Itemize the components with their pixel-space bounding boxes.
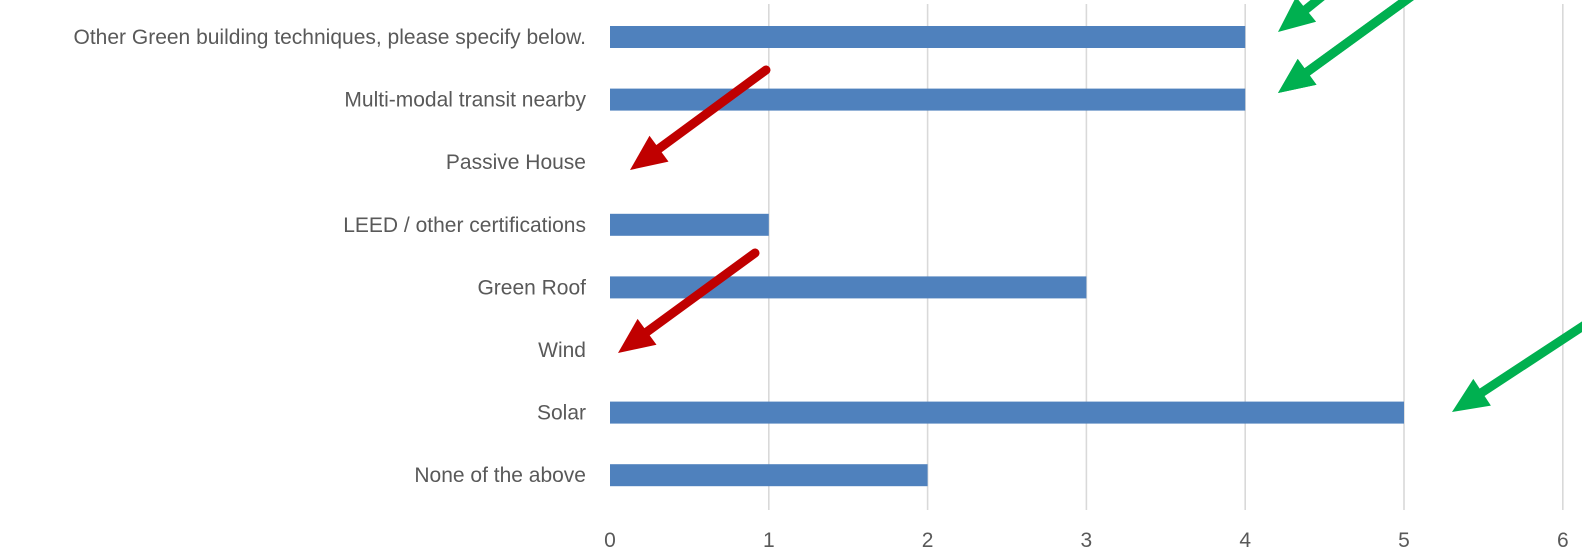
category-label: Passive House (446, 151, 586, 174)
red-arrow-passive-house-icon (630, 65, 771, 170)
arrow-shaft (651, 65, 771, 156)
x-tick-label: 1 (763, 529, 775, 552)
category-label: Wind (538, 339, 586, 362)
category-label: LEED / other certifications (343, 214, 586, 237)
category-label: Other Green building techniques, please … (74, 26, 586, 49)
gridlines (767, 4, 1564, 510)
arrow-shaft (1299, 0, 1414, 79)
category-labels: Other Green building techniques, please … (74, 26, 587, 487)
green-arrow-multi-modal-icon (1278, 0, 1414, 93)
x-tick-label: 3 (1081, 529, 1093, 552)
bar-6 (610, 401, 1404, 424)
red-arrow-wind-icon (618, 248, 760, 353)
bar-4 (610, 276, 1087, 299)
bars (610, 26, 1404, 487)
category-label: Solar (537, 402, 586, 425)
bar-1 (610, 88, 1246, 111)
arrow-head (618, 318, 657, 353)
x-tick-label: 0 (604, 529, 616, 552)
arrow-head (1278, 0, 1317, 32)
x-tick-label: 5 (1398, 529, 1410, 552)
arrow-head (1452, 378, 1491, 412)
category-label: Multi-modal transit nearby (344, 89, 586, 112)
arrow-head (630, 135, 669, 170)
arrow-shaft (1298, 0, 1325, 17)
x-axis-tick-labels: 0 1 2 3 4 5 6 (604, 529, 1568, 552)
bar-3 (610, 213, 769, 236)
green-arrow-solar-icon (1452, 321, 1582, 412)
x-tick-label: 2 (922, 529, 934, 552)
bar-7 (610, 464, 928, 487)
category-label: None of the above (414, 464, 586, 487)
arrow-head (1278, 58, 1317, 93)
x-tick-label: 4 (1239, 529, 1251, 552)
annotation-arrows (618, 0, 1582, 412)
green-arrow-other-green-icon (1278, 0, 1325, 32)
arrow-shaft (639, 248, 760, 339)
category-label: Green Roof (477, 276, 586, 299)
bar-0 (610, 26, 1246, 48)
arrow-shaft (1474, 321, 1582, 399)
x-tick-label: 6 (1557, 529, 1569, 552)
